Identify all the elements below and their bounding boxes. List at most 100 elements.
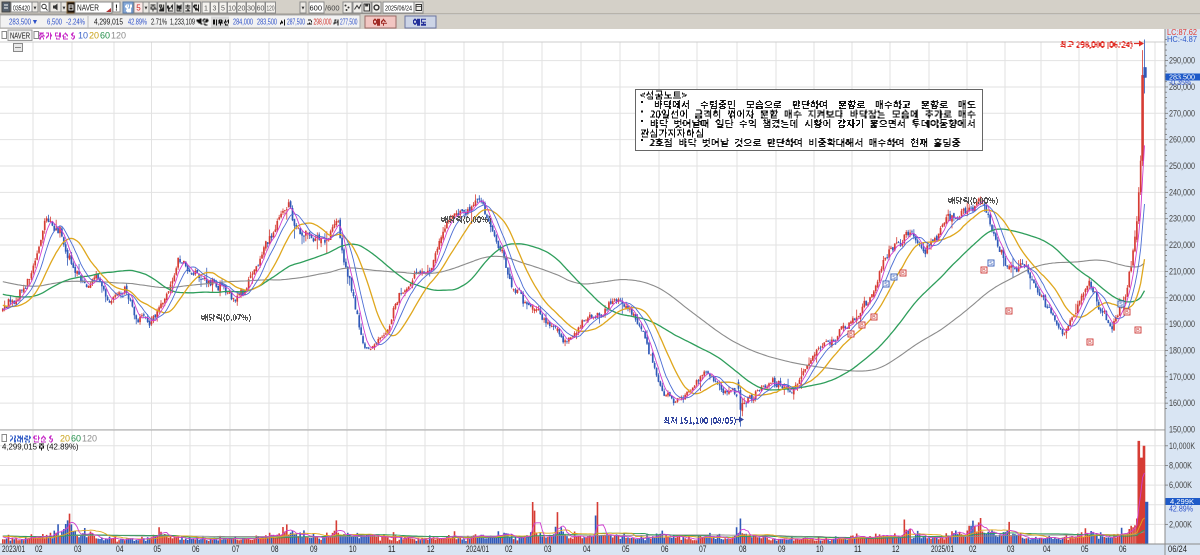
svg-text:S: S bbox=[884, 282, 888, 288]
svg-text:!: ! bbox=[115, 4, 118, 13]
svg-text:10: 10 bbox=[349, 544, 357, 554]
svg-text:(42.89%): (42.89%) bbox=[47, 442, 79, 452]
svg-text:298,000: 298,000 bbox=[314, 17, 332, 27]
svg-text:284,000: 284,000 bbox=[233, 17, 253, 27]
svg-text:B: B bbox=[901, 271, 905, 277]
svg-text:12: 12 bbox=[892, 544, 900, 554]
svg-text:283,500: 283,500 bbox=[257, 17, 277, 27]
svg-text:04: 04 bbox=[583, 544, 591, 554]
svg-text:/600: /600 bbox=[325, 4, 340, 13]
svg-text:3: 3 bbox=[213, 6, 217, 13]
svg-text:4,299K: 4,299K bbox=[1170, 497, 1194, 506]
svg-text:05: 05 bbox=[1081, 544, 1089, 554]
svg-text:170,000: 170,000 bbox=[1169, 372, 1195, 382]
svg-text:06: 06 bbox=[661, 544, 669, 554]
svg-text:▼: ▼ bbox=[144, 6, 149, 12]
svg-text:6,000K: 6,000K bbox=[1169, 480, 1192, 490]
svg-text:09: 09 bbox=[778, 544, 786, 554]
svg-text:160,000: 160,000 bbox=[1169, 398, 1195, 408]
svg-text:10: 10 bbox=[816, 544, 824, 554]
svg-text:S: S bbox=[892, 275, 896, 281]
svg-text:6,500: 6,500 bbox=[47, 17, 62, 27]
svg-text:8,000K: 8,000K bbox=[1169, 460, 1192, 470]
svg-text:07: 07 bbox=[232, 544, 240, 554]
svg-text:05: 05 bbox=[154, 544, 162, 554]
svg-text:LC:87.62: LC:87.62 bbox=[1167, 28, 1198, 37]
svg-text:NAVER: NAVER bbox=[10, 32, 30, 41]
svg-text:42.89%: 42.89% bbox=[1169, 505, 1193, 514]
svg-text:290,000: 290,000 bbox=[1169, 56, 1195, 66]
svg-text:120: 120 bbox=[82, 434, 97, 444]
svg-text:30: 30 bbox=[247, 6, 255, 13]
svg-text:4,299,015: 4,299,015 bbox=[94, 17, 123, 27]
svg-text:08: 08 bbox=[739, 544, 747, 554]
svg-text:280,000: 280,000 bbox=[1169, 82, 1195, 92]
svg-text:06/24: 06/24 bbox=[1168, 544, 1187, 554]
svg-text:1: 1 bbox=[204, 6, 208, 13]
svg-text:2023/01: 2023/01 bbox=[2, 544, 25, 554]
svg-text:210,000: 210,000 bbox=[1169, 266, 1195, 276]
svg-text:5: 5 bbox=[136, 4, 141, 13]
svg-text:120: 120 bbox=[111, 31, 126, 41]
svg-text:B: B bbox=[982, 268, 986, 274]
svg-text:▼: ▼ bbox=[62, 6, 67, 12]
svg-text:02: 02 bbox=[35, 544, 43, 554]
svg-text:03: 03 bbox=[74, 544, 82, 554]
svg-text:B: B bbox=[860, 323, 864, 329]
svg-text:600: 600 bbox=[309, 4, 322, 13]
svg-text:B: B bbox=[872, 315, 876, 321]
svg-text:120: 120 bbox=[267, 6, 275, 13]
svg-text:1,233,109: 1,233,109 bbox=[170, 17, 195, 27]
svg-text:230,000: 230,000 bbox=[1169, 214, 1195, 224]
svg-text:2025/06/24: 2025/06/24 bbox=[385, 4, 412, 13]
svg-text:5: 5 bbox=[221, 6, 225, 13]
svg-text:283,500: 283,500 bbox=[9, 17, 31, 27]
svg-text:04: 04 bbox=[116, 544, 124, 554]
svg-text:10,000K: 10,000K bbox=[1169, 441, 1195, 451]
svg-text:240,000: 240,000 bbox=[1169, 187, 1195, 197]
svg-text:11: 11 bbox=[388, 544, 396, 554]
svg-text:▼: ▼ bbox=[301, 6, 306, 12]
svg-text:270,000: 270,000 bbox=[1169, 108, 1195, 118]
svg-text:42.89%: 42.89% bbox=[128, 17, 147, 27]
svg-text:277,500: 277,500 bbox=[340, 17, 358, 27]
svg-text:60: 60 bbox=[100, 31, 110, 41]
svg-text:08: 08 bbox=[271, 544, 279, 554]
svg-text:287,500: 287,500 bbox=[287, 17, 305, 27]
svg-text:S: S bbox=[989, 261, 993, 267]
svg-text:20: 20 bbox=[89, 31, 99, 41]
svg-text:B: B bbox=[1136, 328, 1140, 334]
svg-text:-0.35%: -0.35% bbox=[1169, 78, 1191, 87]
svg-text:11: 11 bbox=[854, 544, 862, 554]
svg-text:4,299,015: 4,299,015 bbox=[2, 442, 37, 452]
svg-text:05: 05 bbox=[622, 544, 630, 554]
svg-text:035420: 035420 bbox=[13, 4, 30, 13]
svg-text:260,000: 260,000 bbox=[1169, 135, 1195, 145]
svg-text:60: 60 bbox=[257, 6, 265, 13]
svg-text:02: 02 bbox=[969, 544, 977, 554]
svg-text:B: B bbox=[849, 332, 853, 338]
svg-text:20: 20 bbox=[238, 6, 246, 13]
svg-text:S: S bbox=[1119, 302, 1123, 308]
svg-text:250,000: 250,000 bbox=[1169, 161, 1195, 171]
svg-text:10: 10 bbox=[78, 31, 88, 41]
svg-text:03: 03 bbox=[1007, 544, 1015, 554]
svg-text:283,500: 283,500 bbox=[1169, 73, 1195, 82]
svg-text:04: 04 bbox=[1043, 544, 1051, 554]
svg-text:B: B bbox=[1125, 310, 1129, 316]
svg-text:▼: ▼ bbox=[32, 19, 39, 26]
svg-text:220,000: 220,000 bbox=[1169, 240, 1195, 250]
svg-text:06: 06 bbox=[192, 544, 200, 554]
svg-text:02: 02 bbox=[505, 544, 513, 554]
svg-text:200,000: 200,000 bbox=[1169, 293, 1195, 303]
svg-text:60: 60 bbox=[71, 434, 81, 444]
svg-text:B: B bbox=[1088, 340, 1092, 346]
svg-text:NAVER: NAVER bbox=[77, 4, 99, 13]
svg-text:150,000: 150,000 bbox=[1169, 425, 1195, 435]
svg-text:▼: ▼ bbox=[33, 6, 38, 12]
svg-text:20: 20 bbox=[60, 434, 70, 444]
svg-text:HC:-4.87: HC:-4.87 bbox=[1167, 35, 1198, 44]
svg-text:10: 10 bbox=[228, 6, 236, 13]
svg-text:2025/01: 2025/01 bbox=[931, 544, 954, 554]
svg-text:12: 12 bbox=[427, 544, 435, 554]
